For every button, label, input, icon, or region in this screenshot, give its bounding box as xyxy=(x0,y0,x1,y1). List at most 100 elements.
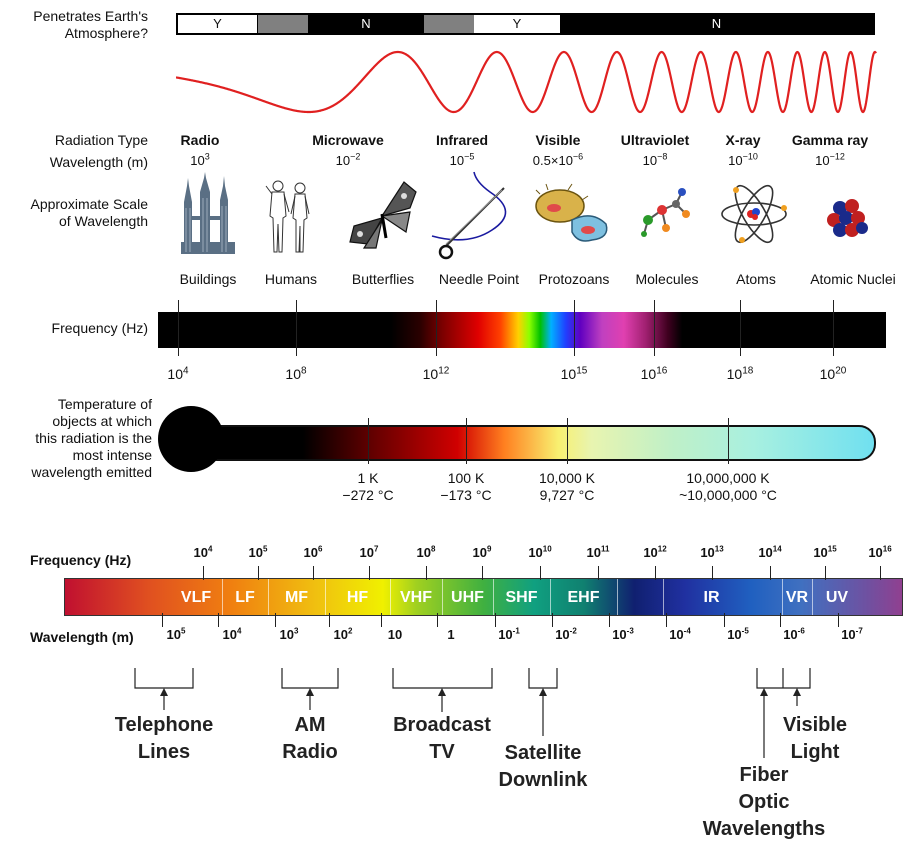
temperature-label-line: Temperature of xyxy=(57,396,152,412)
bottom-frequency-label: Frequency (Hz) xyxy=(30,552,132,568)
power-exponent: 18 xyxy=(742,365,754,377)
temperature-label-line: objects at which xyxy=(52,413,152,429)
band-separator xyxy=(663,579,664,615)
temperature-label-line: this radiation is the xyxy=(35,430,152,446)
frequency-tick-label: 1016 xyxy=(624,366,684,382)
radiation-type-wavelength: 103 xyxy=(140,152,260,168)
power-exponent: 8 xyxy=(301,365,307,377)
bottom-frequency-tick-label: 1012 xyxy=(631,545,679,560)
needle-icon xyxy=(431,171,507,260)
app-line: Broadcast xyxy=(393,714,491,736)
frequency-tick xyxy=(740,300,741,356)
bottom-frequency-tick-label: 1015 xyxy=(801,545,849,560)
scale-caption: Atoms xyxy=(736,271,776,287)
power-exponent: 7 xyxy=(374,544,379,554)
application-broadcast-tv: Broadcast TV xyxy=(372,712,512,766)
power-base: 10 xyxy=(783,627,798,642)
bottom-frequency-tick-label: 1010 xyxy=(516,545,564,560)
temperature-celsius: ~10,000,000 °C xyxy=(679,487,777,503)
power-exponent: −10 xyxy=(742,151,758,162)
power-exponent: 15 xyxy=(576,365,588,377)
frequency-tick xyxy=(178,300,179,356)
power-exponent: -3 xyxy=(626,626,634,636)
bottom-frequency-tick-label: 108 xyxy=(402,545,450,560)
atmosphere-segment-y-1: Y xyxy=(178,15,257,33)
power-exponent: 3 xyxy=(294,626,299,636)
scale-caption: Humans xyxy=(264,271,318,287)
radiation-type-name: X-ray xyxy=(725,132,761,148)
power-base: 10 xyxy=(303,545,318,560)
scale-label-line2: of Wavelength xyxy=(59,213,148,229)
power-base: 10 xyxy=(248,545,263,560)
power-exponent: 10 xyxy=(542,544,552,554)
band-separator xyxy=(325,579,326,615)
bottom-frequency-tick xyxy=(770,566,771,580)
bottom-frequency-tick-label: 107 xyxy=(345,545,393,560)
power-exponent: −2 xyxy=(350,151,361,162)
power-base: 10 xyxy=(193,545,208,560)
frequency-tick xyxy=(296,300,297,356)
power-exponent: -2 xyxy=(569,626,577,636)
app-line: Fiber xyxy=(739,764,789,786)
power-base: 10 xyxy=(498,627,513,642)
power-base: 10 xyxy=(669,627,684,642)
bottom-wavelength-tick xyxy=(495,613,496,627)
power-exponent: 6 xyxy=(318,544,323,554)
frequency-tick-label: 1012 xyxy=(406,366,466,382)
power-exponent: −8 xyxy=(657,151,668,162)
power-exponent: −12 xyxy=(829,151,845,162)
power-exponent: -4 xyxy=(683,626,691,636)
power-base: 10 xyxy=(726,366,743,382)
power-exponent: 11 xyxy=(601,544,610,554)
power-base: 10 xyxy=(333,627,348,642)
frequency-tick xyxy=(574,300,575,356)
power-exponent: 13 xyxy=(714,544,724,554)
bottom-wavelength-tick-label: 10-6 xyxy=(770,627,818,642)
power-exponent: 12 xyxy=(438,365,450,377)
bottom-frequency-tick-label: 104 xyxy=(179,545,227,560)
bottom-frequency-tick-label: 1013 xyxy=(688,545,736,560)
application-am-radio: AM Radio xyxy=(260,712,360,766)
bottom-wavelength-tick xyxy=(838,613,839,627)
power-exponent: 16 xyxy=(882,544,892,554)
bottom-frequency-tick-label: 109 xyxy=(458,545,506,560)
frequency-tick-label: 1020 xyxy=(803,366,863,382)
bottom-frequency-tick-label: 106 xyxy=(289,545,337,560)
thermometer-tube xyxy=(200,425,876,461)
radiation-type-name: Microwave xyxy=(312,132,384,148)
power-base: 10 xyxy=(279,627,294,642)
bottom-wavelength-tick xyxy=(724,613,725,627)
bottom-wavelength-tick-label: 103 xyxy=(265,627,313,642)
frequency-tick-label: 1015 xyxy=(544,366,604,382)
power-exponent: 20 xyxy=(835,365,847,377)
band-label-vr: VR xyxy=(785,589,809,606)
bottom-frequency-tick-label: 1011 xyxy=(574,545,622,560)
power-exponent: −5 xyxy=(464,151,475,162)
power-base: 10 xyxy=(555,627,570,642)
temperature-tick xyxy=(728,418,729,464)
atmosphere-label-line1: Penetrates Earth's xyxy=(33,8,148,24)
temperature-tick xyxy=(567,418,568,464)
bottom-wavelength-tick-label: 10-5 xyxy=(714,627,762,642)
app-line: TV xyxy=(429,741,455,763)
power-base: 10 xyxy=(359,545,374,560)
power-exponent: 4 xyxy=(208,544,213,554)
application-fiber-optic: Fiber Optic Wavelengths xyxy=(684,762,844,843)
power-base: 10 xyxy=(387,627,403,642)
bottom-frequency-tick xyxy=(825,566,826,580)
radiation-type-label: Radiation Type xyxy=(54,132,148,148)
buildings-icon xyxy=(181,172,235,254)
power-base: 10 xyxy=(416,545,431,560)
bottom-wavelength-tick-label: 102 xyxy=(319,627,367,642)
app-line: Radio xyxy=(282,741,338,763)
bottom-wavelength-tick-label: 1 xyxy=(427,627,475,642)
band-label-hf: HF xyxy=(346,589,369,606)
bottom-wavelength-tick xyxy=(162,613,163,627)
power-exponent: 2 xyxy=(348,626,353,636)
power-exponent: 4 xyxy=(237,626,242,636)
power-exponent: -5 xyxy=(741,626,749,636)
radiation-type-wavelength: 10−2 xyxy=(288,151,408,168)
bottom-wavelength-tick-label: 10-1 xyxy=(485,627,533,642)
band-label-mf: MF xyxy=(284,589,309,606)
band-separator xyxy=(493,579,494,615)
